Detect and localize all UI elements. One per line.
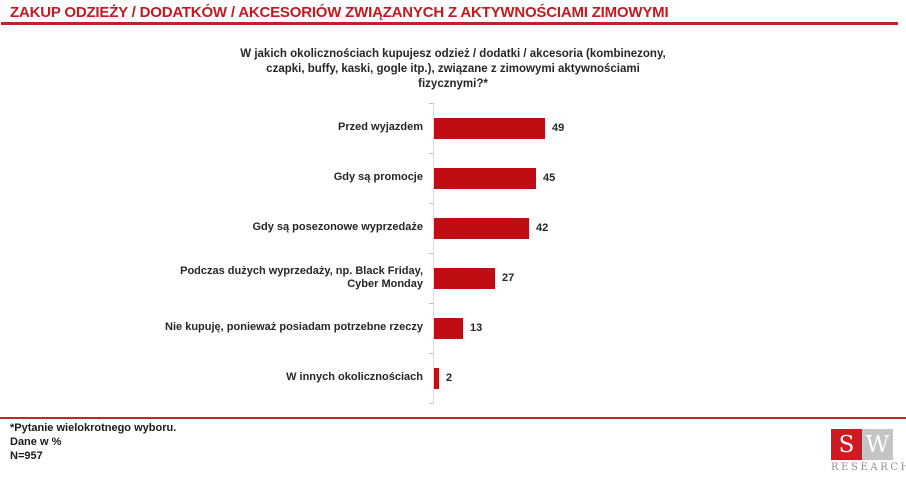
bar [434,267,495,289]
bar-row: Gdy są promocje 45 [0,153,906,203]
bar [434,167,536,189]
category-label: W innych okolicznościach [286,371,423,384]
footnote-sample-size: N=957 [10,450,43,462]
value-label: 42 [536,222,549,234]
bar-row: Podczas dużych wyprzedaży, np. Black Fri… [0,253,906,303]
category-label: Gdy są promocje [333,171,423,184]
bar-row: Gdy są posezonowe wyprzedaże 42 [0,203,906,253]
logo-caption: RESEARCH [831,462,906,473]
category-label: Podczas dużych wyprzedaży, np. Black Fri… [180,264,423,291]
footnotes: *Pytanie wielokrotnego wyboru. Dane w % … [10,421,176,463]
category-label: Gdy są posezonowe wyprzedaże [252,221,423,234]
footnote-data-unit: Dane w % [10,436,62,448]
page-title: ZAKUP ODZIEŻY / DODATKÓW / AKCESORIÓW ZW… [10,4,669,21]
value-label: 49 [552,122,565,134]
category-label: Przed wyjazdem [338,121,423,134]
bar-row: W innych okolicznościach 2 [0,353,906,403]
y-axis-line [433,103,434,404]
title-underline [1,22,898,25]
footnote-multiple-choice: *Pytanie wielokrotnego wyboru. [10,422,177,434]
value-label: 13 [470,322,483,334]
bar [434,217,529,239]
value-label: 27 [502,272,515,284]
bar-row: Nie kupuję, ponieważ posiadam potrzebne … [0,303,906,353]
y-axis-ticks [429,103,433,405]
sw-research-logo: S W RESEARCH [831,429,906,473]
value-label: 45 [543,172,556,184]
chart-question: W jakich okolicznościach kupujesz odzież… [240,48,666,90]
logo-letter-w: W [862,429,893,460]
bar [434,317,463,339]
bar-chart: Przed wyjazdem 49 Gdy są promocje 45 Gdy… [0,103,906,403]
footer-rule [0,417,906,419]
bar [434,367,439,389]
bar [434,117,545,139]
category-label: Nie kupuję, ponieważ posiadam potrzebne … [165,321,423,334]
logo-letter-s: S [831,429,862,460]
value-label: 2 [446,372,453,384]
bar-row: Przed wyjazdem 49 [0,103,906,153]
